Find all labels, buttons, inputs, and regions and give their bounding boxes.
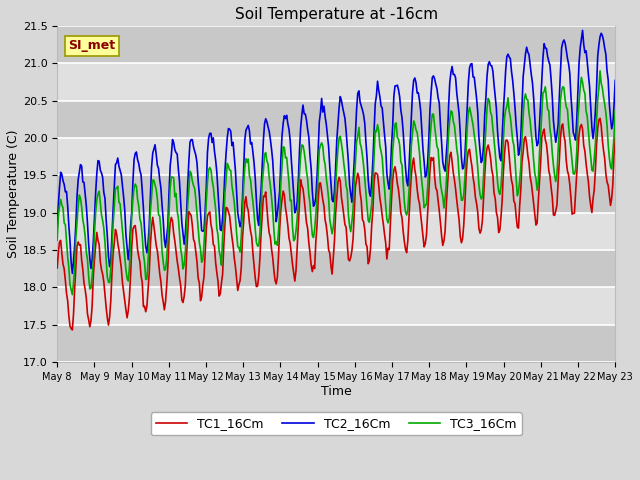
TC2_16Cm <box>611 78 619 84</box>
TC3_16Cm <box>367 210 374 216</box>
TC3_16Cm <box>611 108 619 114</box>
Legend: TC1_16Cm, TC2_16Cm, TC3_16Cm: TC1_16Cm, TC2_16Cm, TC3_16Cm <box>151 412 522 435</box>
Bar <box>57 26 615 63</box>
TC2_16Cm <box>465 79 472 85</box>
Bar <box>57 63 615 101</box>
Bar <box>57 213 615 250</box>
TC1_16Cm <box>228 234 236 240</box>
Bar <box>57 250 615 288</box>
TC2_16Cm <box>228 143 236 148</box>
Bar <box>57 175 615 213</box>
Bar <box>57 288 615 325</box>
TC2_16Cm <box>561 40 569 46</box>
TC1_16Cm <box>611 134 619 140</box>
TC2_16Cm <box>394 82 401 88</box>
TC1_16Cm <box>290 270 298 276</box>
Line: TC1_16Cm: TC1_16Cm <box>57 119 615 330</box>
TC3_16Cm <box>561 96 569 102</box>
Line: TC3_16Cm: TC3_16Cm <box>57 71 615 295</box>
Line: TC2_16Cm: TC2_16Cm <box>57 30 615 274</box>
TC3_16Cm <box>465 110 472 116</box>
TC2_16Cm <box>579 27 586 33</box>
TC3_16Cm <box>68 292 76 298</box>
TC1_16Cm <box>465 148 472 154</box>
TC1_16Cm <box>394 181 401 187</box>
Title: Soil Temperature at -16cm: Soil Temperature at -16cm <box>235 7 438 22</box>
Bar <box>57 325 615 362</box>
Bar <box>57 138 615 175</box>
Text: SI_met: SI_met <box>68 39 115 52</box>
TC1_16Cm <box>53 265 61 271</box>
TC3_16Cm <box>394 135 401 141</box>
Y-axis label: Soil Temperature (C): Soil Temperature (C) <box>7 130 20 258</box>
TC3_16Cm <box>53 237 61 243</box>
TC3_16Cm <box>596 68 604 74</box>
TC2_16Cm <box>53 225 61 231</box>
TC2_16Cm <box>68 271 76 276</box>
TC1_16Cm <box>561 139 569 144</box>
TC2_16Cm <box>290 191 298 196</box>
TC1_16Cm <box>68 327 76 333</box>
X-axis label: Time: Time <box>321 384 351 397</box>
TC1_16Cm <box>596 116 604 121</box>
TC2_16Cm <box>367 193 374 199</box>
TC3_16Cm <box>290 238 298 244</box>
TC1_16Cm <box>367 245 374 251</box>
Bar <box>57 101 615 138</box>
TC3_16Cm <box>228 183 236 189</box>
